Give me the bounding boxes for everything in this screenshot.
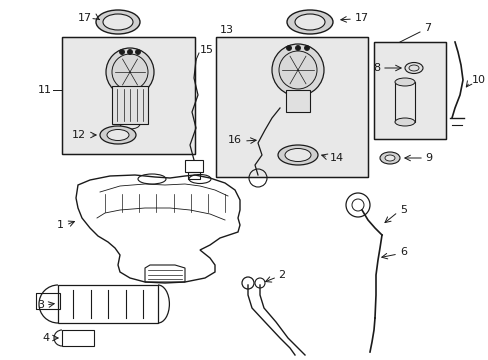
Circle shape [119,49,124,54]
Ellipse shape [96,10,140,34]
Circle shape [271,44,324,96]
Bar [112,86,148,124]
Bar [62,37,195,154]
Text: 4: 4 [43,333,50,343]
Bar [62,330,94,346]
Bar [216,37,367,177]
Ellipse shape [286,10,332,34]
Text: 2: 2 [278,270,285,280]
Circle shape [304,45,309,50]
Text: 13: 13 [220,25,234,35]
Circle shape [106,48,154,96]
Text: 8: 8 [372,63,379,73]
Circle shape [286,45,291,50]
Text: 5: 5 [399,205,406,215]
Text: 6: 6 [399,247,406,257]
Text: 7: 7 [423,23,430,33]
Ellipse shape [285,148,310,162]
Ellipse shape [384,155,394,161]
Text: 17: 17 [78,13,92,23]
Circle shape [135,49,140,54]
Text: 11: 11 [38,85,52,95]
Ellipse shape [103,14,133,30]
Text: 1: 1 [57,220,64,230]
Circle shape [127,49,132,54]
Bar [58,285,158,323]
Bar [216,37,367,177]
Text: 9: 9 [424,153,431,163]
Bar [373,42,445,139]
Ellipse shape [107,130,129,140]
Ellipse shape [394,118,414,126]
Text: 17: 17 [354,13,368,23]
Bar [184,160,203,172]
Bar [62,37,195,154]
Ellipse shape [379,152,399,164]
Circle shape [295,45,300,50]
Ellipse shape [100,126,136,144]
Bar [373,42,445,139]
Ellipse shape [278,145,317,165]
Text: 10: 10 [471,75,485,85]
Ellipse shape [394,78,414,86]
Bar [187,172,200,179]
Bar [394,82,414,122]
Text: 16: 16 [227,135,242,145]
Ellipse shape [404,63,422,73]
Ellipse shape [294,14,325,30]
Text: 14: 14 [329,153,344,163]
Bar [36,293,60,309]
Text: 12: 12 [72,130,86,140]
Text: 15: 15 [200,45,214,55]
Text: 3: 3 [37,300,44,310]
Bar [285,90,309,112]
